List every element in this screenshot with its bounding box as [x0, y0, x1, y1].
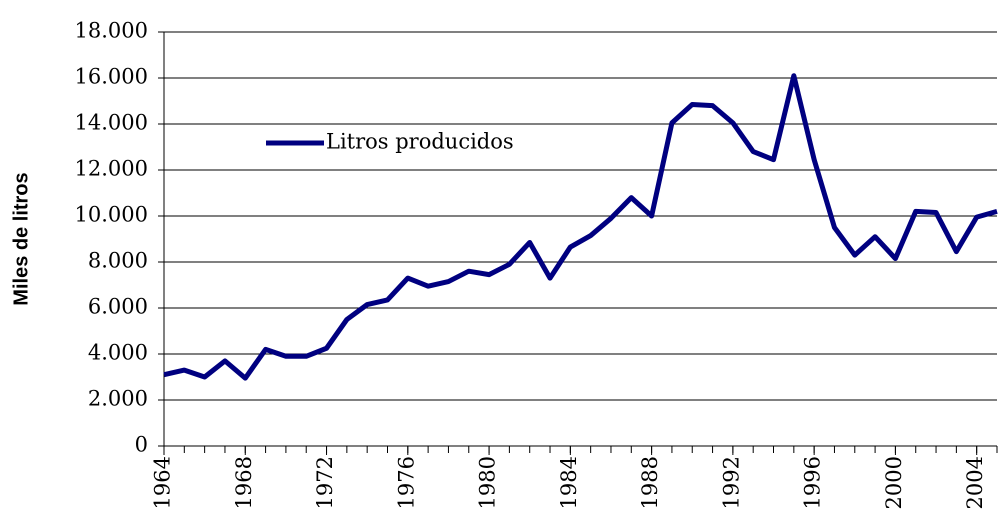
- y-axis-label: Miles de litros: [10, 172, 32, 305]
- y-tick-label: 0: [135, 433, 148, 457]
- y-tick-label: 4.000: [88, 341, 148, 365]
- y-tick-label: 10.000: [75, 203, 148, 227]
- x-tick-label: 1996: [801, 456, 825, 509]
- x-tick-label: 1964: [151, 456, 175, 509]
- y-tick-label: 2.000: [88, 387, 148, 411]
- x-tick-label: 1988: [638, 456, 662, 509]
- y-tick-label: 18.000: [75, 19, 148, 43]
- x-tick-label: 1992: [719, 456, 743, 509]
- x-tick-label: 1972: [313, 456, 337, 509]
- x-tick-label: 1984: [557, 456, 581, 509]
- x-tick-label: 1976: [394, 456, 418, 509]
- y-tick-label: 12.000: [75, 157, 148, 181]
- y-tick-label: 16.000: [75, 65, 148, 89]
- y-tick-label: 14.000: [75, 111, 148, 135]
- y-tick-label: 6.000: [88, 295, 148, 319]
- x-tick-label: 1980: [476, 456, 500, 509]
- data-line: [163, 73, 998, 381]
- y-tick-label: 8.000: [88, 249, 148, 273]
- x-tick-label: 1968: [232, 456, 256, 509]
- legend-label: Litros producidos: [326, 130, 514, 154]
- x-tick-label: 2000: [882, 456, 906, 509]
- x-tick-label: 2004: [963, 456, 987, 509]
